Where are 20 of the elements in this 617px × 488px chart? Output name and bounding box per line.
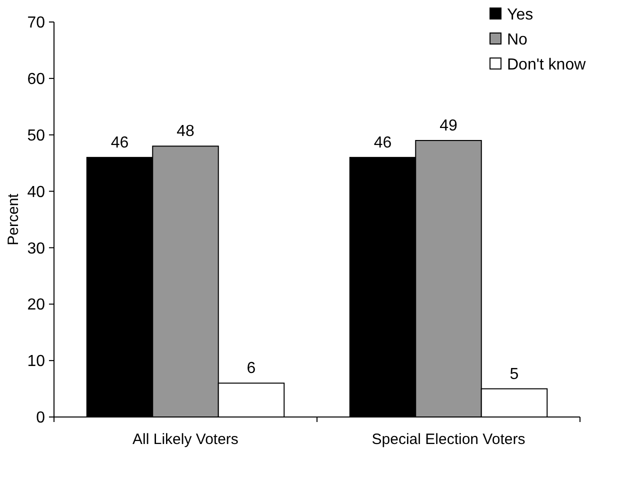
y-tick-label: 60 — [27, 71, 46, 88]
y-tick-label: 50 — [27, 127, 46, 144]
y-tick-label: 30 — [27, 240, 46, 258]
data-label: 46 — [110, 134, 129, 152]
y-tick-label: 10 — [27, 353, 46, 370]
legend-label: Yes — [507, 6, 534, 24]
y-tick-label: 20 — [27, 296, 46, 314]
y-tick-label: 40 — [27, 184, 46, 201]
x-tick-label: All Likely Voters — [132, 431, 238, 448]
legend-label: Don't know — [507, 56, 586, 74]
data-label: 5 — [510, 366, 519, 383]
y-axis-title: Percent — [5, 192, 22, 246]
data-label: 48 — [176, 123, 194, 140]
data-label: 6 — [246, 360, 256, 378]
data-label: 49 — [440, 118, 458, 134]
y-tick-label: 70 — [27, 14, 46, 32]
legend-label: No — [507, 32, 528, 49]
x-tick-label: Special Election Voters — [372, 431, 526, 448]
data-label: 46 — [374, 134, 392, 152]
y-tick-label: 0 — [36, 410, 46, 427]
